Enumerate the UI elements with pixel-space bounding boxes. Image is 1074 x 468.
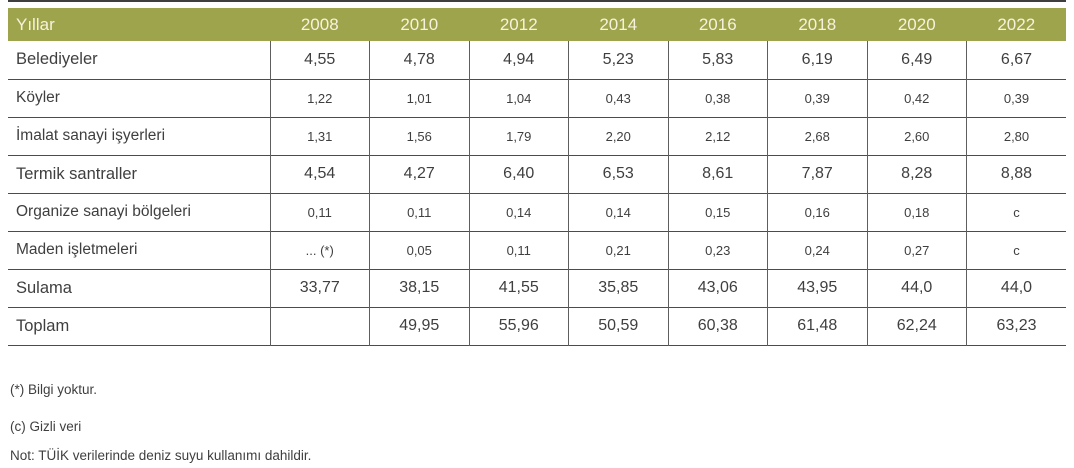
data-cell: 0,21 — [568, 231, 668, 269]
column-header-year: 2008 — [270, 8, 370, 41]
data-cell — [269, 307, 370, 345]
table-row: Organize sanayi bölgeleri 0,11 0,11 0,14 0,1… — [8, 193, 1066, 231]
water-usage-by-years-table: Yıllar 2008 2010 2012 2014 2016 2018 2020 2022 … — [8, 8, 1066, 346]
data-cell: 0,38 — [667, 79, 768, 117]
table-header-row: Yıllar 2008 2010 2012 2014 2016 2018 2020 2022 — [8, 8, 1066, 41]
column-header-yillar: Yıllar — [8, 8, 270, 41]
data-cell: 8,61 — [667, 155, 768, 193]
data-cell: 0,11 — [468, 231, 569, 269]
data-cell: 8,28 — [866, 155, 967, 193]
data-cell: 44,0 — [866, 269, 967, 307]
data-cell: 6,40 — [468, 155, 569, 193]
data-cell: 4,78 — [369, 41, 469, 79]
data-cell: 0,43 — [568, 79, 668, 117]
data-cell: 35,85 — [568, 269, 668, 307]
data-cell: 62,24 — [866, 307, 967, 345]
footnote-confidential: (c) Gizli veri — [10, 418, 82, 434]
data-cell: 0,14 — [468, 193, 569, 231]
data-cell: 0,23 — [667, 231, 768, 269]
data-cell: 0,14 — [568, 193, 668, 231]
data-cell: 0,16 — [767, 193, 867, 231]
data-cell: 0,39 — [966, 79, 1066, 117]
data-cell: 4,54 — [269, 155, 370, 193]
table-top-rule — [8, 0, 1066, 2]
data-cell: 0,11 — [269, 193, 370, 231]
data-cell: 50,59 — [568, 307, 668, 345]
data-cell: 0,39 — [767, 79, 867, 117]
data-cell: 43,06 — [667, 269, 768, 307]
data-cell: 2,60 — [866, 117, 967, 155]
table-row: Köyler 1,22 1,01 1,04 0,43 0,38 0,39 0,42 0,39 — [8, 79, 1066, 117]
row-label: İmalat sanayi işyerleri — [16, 127, 166, 144]
row-label: Belediyeler — [16, 50, 98, 69]
row-label: Organize sanayi bölgeleri — [16, 203, 191, 220]
data-cell: 0,18 — [866, 193, 967, 231]
data-cell: 0,27 — [866, 231, 967, 269]
table-row: Belediyeler 4,55 4,78 4,94 5,23 5,83 6,19 6,49 6… — [8, 41, 1066, 79]
data-cell: 1,56 — [369, 117, 469, 155]
footnote-no-data: (*) Bilgi yoktur. — [10, 381, 98, 397]
data-cell: c — [966, 193, 1066, 231]
data-cell: 49,95 — [369, 307, 469, 345]
data-cell: 6,49 — [866, 41, 967, 79]
data-cell: 1,31 — [269, 117, 370, 155]
data-cell: ... (*) — [269, 231, 370, 269]
data-cell: 1,22 — [269, 79, 370, 117]
column-header-year: 2012 — [469, 8, 569, 41]
column-header-year: 2022 — [966, 8, 1066, 41]
data-cell: 0,15 — [667, 193, 768, 231]
row-label: Termik santraller — [16, 164, 138, 183]
data-cell: 2,20 — [568, 117, 668, 155]
data-cell: 4,55 — [269, 41, 370, 79]
data-cell: 5,23 — [568, 41, 668, 79]
data-cell: 2,80 — [966, 117, 1066, 155]
row-label: Köyler — [16, 89, 60, 106]
data-cell: 1,04 — [468, 79, 569, 117]
data-cell: 6,67 — [966, 41, 1066, 79]
data-cell: 61,48 — [767, 307, 867, 345]
data-cell: 63,23 — [966, 307, 1066, 345]
table-row: Sulama 33,77 38,15 41,55 35,85 43,06 43,95 44,0… — [8, 269, 1066, 307]
data-cell: 2,68 — [767, 117, 867, 155]
data-cell: 6,53 — [568, 155, 668, 193]
data-cell: 7,87 — [767, 155, 867, 193]
table-row: İmalat sanayi işyerleri 1,31 1,56 1,79 2,20 2… — [8, 117, 1066, 155]
data-cell: 1,79 — [468, 117, 569, 155]
data-cell: 44,0 — [966, 269, 1066, 307]
data-cell: 6,19 — [767, 41, 867, 79]
data-cell: 1,01 — [369, 79, 469, 117]
data-cell: 0,42 — [866, 79, 967, 117]
column-header-year: 2016 — [668, 8, 768, 41]
data-cell: c — [966, 231, 1066, 269]
table-row: Maden işletmeleri ... (*) 0,05 0,11 0,21 0,23… — [8, 231, 1066, 269]
row-label: Sulama — [16, 278, 72, 297]
table-row: Toplam 49,95 55,96 50,59 60,38 61,48 62,24 63,2… — [8, 307, 1066, 345]
footnote-tuik: Not: TÜİK verilerinde deniz suyu kullanı… — [10, 447, 312, 463]
row-label: Maden işletmeleri — [16, 241, 138, 258]
column-header-year: 2010 — [369, 8, 469, 41]
data-cell: 8,88 — [966, 155, 1066, 193]
data-cell: 0,24 — [767, 231, 867, 269]
data-cell: 33,77 — [269, 269, 370, 307]
table-row: Termik santraller 4,54 4,27 6,40 6,53 8,61 7,8… — [8, 155, 1066, 193]
row-label: Toplam — [16, 316, 70, 335]
data-cell: 38,15 — [369, 269, 469, 307]
data-cell: 60,38 — [667, 307, 768, 345]
data-cell: 0,05 — [369, 231, 469, 269]
column-header-year: 2018 — [767, 8, 867, 41]
data-cell: 4,94 — [468, 41, 569, 79]
data-cell: 4,27 — [369, 155, 469, 193]
data-cell: 0,11 — [369, 193, 469, 231]
data-cell: 55,96 — [468, 307, 569, 345]
footnotes: (*) Bilgi yoktur. (c) Gizli veri Not: TÜ… — [8, 382, 1066, 463]
column-header-year: 2020 — [867, 8, 967, 41]
data-cell: 41,55 — [468, 269, 569, 307]
data-cell: 43,95 — [767, 269, 867, 307]
data-cell: 2,12 — [667, 117, 768, 155]
data-cell: 5,83 — [667, 41, 768, 79]
column-header-year: 2014 — [568, 8, 668, 41]
